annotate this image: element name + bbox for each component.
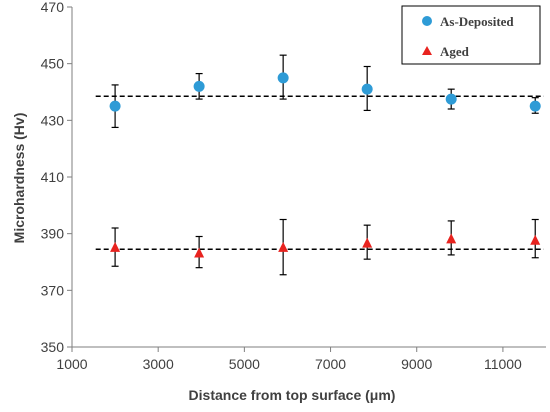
legend-circle-icon <box>422 16 432 26</box>
ticks: 350 370 390 410 430 450 470 1000 3000 5000 7000 900… <box>41 0 522 372</box>
x-tick-label: 7000 <box>315 356 346 372</box>
legend-triangle-icon <box>422 46 432 55</box>
y-tick-label: 450 <box>41 56 65 72</box>
legend-marker-as-deposited <box>422 16 432 26</box>
data-point-as-deposited <box>529 100 541 112</box>
y-tick-label: 390 <box>41 226 65 242</box>
y-tick-label: 470 <box>41 0 65 15</box>
y-axis-title: Microhardness (Hv) <box>11 113 27 244</box>
legend-marker-aged <box>422 46 432 55</box>
x-tick-label: 11000 <box>484 356 522 372</box>
y-tick-label: 370 <box>41 282 65 298</box>
x-tick-label: 1000 <box>56 356 87 372</box>
legend-label-aged: Aged <box>440 44 470 59</box>
data-point-aged <box>110 241 121 252</box>
data-point-as-deposited <box>361 83 373 95</box>
y-tick-label: 410 <box>41 169 65 185</box>
error-bars <box>111 54 539 276</box>
data-point-aged <box>194 247 205 258</box>
data-markers <box>109 72 541 258</box>
data-point-aged <box>446 233 457 244</box>
data-point-as-deposited <box>193 80 205 92</box>
y-tick-label: 430 <box>41 112 65 128</box>
x-axis-title: Distance from top surface (μm) <box>189 387 396 403</box>
x-tick-label: 3000 <box>143 356 174 372</box>
data-point-aged <box>278 241 289 252</box>
x-tick-label: 9000 <box>401 356 432 372</box>
y-tick-label: 350 <box>41 339 65 355</box>
data-point-aged <box>530 234 541 245</box>
data-point-as-deposited <box>445 93 457 105</box>
legend: As-Deposited Aged <box>401 5 541 65</box>
reference-lines <box>95 95 544 250</box>
legend-label-as-deposited: As-Deposited <box>440 14 514 29</box>
data-point-as-deposited <box>109 100 121 112</box>
x-tick-label: 5000 <box>229 356 260 372</box>
data-point-aged <box>362 237 373 248</box>
data-point-as-deposited <box>277 72 289 84</box>
